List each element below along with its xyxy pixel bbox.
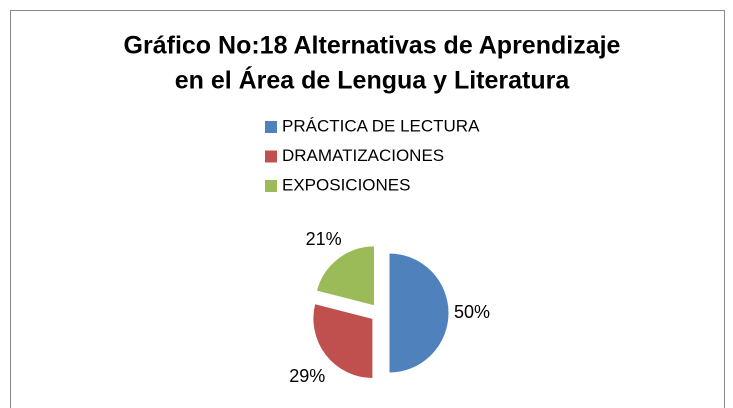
legend-label: EXPOSICIONES <box>282 175 410 194</box>
legend-swatch <box>265 150 277 163</box>
legend-label: DRAMATIZACIONES <box>282 146 444 165</box>
legend-swatch <box>265 180 277 192</box>
data-label: 50% <box>454 302 490 322</box>
pie-slice <box>315 245 375 307</box>
data-label: 29% <box>289 366 325 386</box>
data-label: 21% <box>306 229 342 249</box>
chart-title: Gráfico No:18 Alternativas de Aprendizaj… <box>124 32 621 60</box>
legend-label: PRÁCTICA DE LECTURA <box>282 116 480 135</box>
pie-slice <box>312 302 374 380</box>
chart-title: en el Área de Lengua y Literatura <box>175 66 571 95</box>
legend-swatch <box>265 121 277 133</box>
pie-slice <box>388 252 450 374</box>
